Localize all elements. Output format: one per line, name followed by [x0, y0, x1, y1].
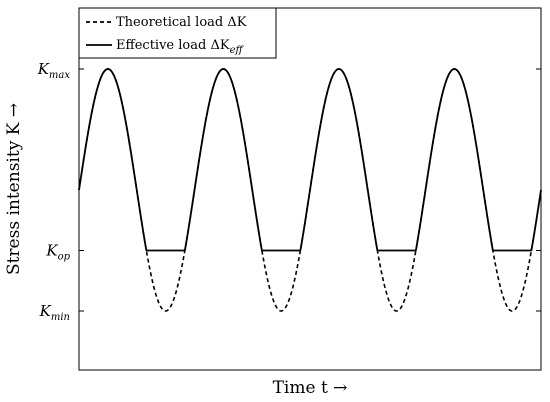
legend: Theoretical load ΔK Effective load ΔKeff: [78, 7, 277, 59]
y-tick-label-max: Kmax: [37, 60, 71, 81]
series-effective-load: [78, 68, 542, 252]
y-tick-label-op: Kop: [45, 242, 70, 263]
legend-label-theoretical: Theoretical load ΔK: [116, 15, 247, 30]
y-ticks: Kmax Kop Kmin: [37, 60, 541, 323]
y-axis-label: Stress intensity K →: [4, 103, 24, 275]
legend-box: [78, 7, 277, 59]
y-tick-label-min: Kmin: [39, 302, 70, 323]
series-layer: [78, 68, 542, 312]
legend-label-effective: Effective load ΔKeff: [116, 38, 244, 56]
x-axis-label: Time t →: [273, 378, 348, 398]
